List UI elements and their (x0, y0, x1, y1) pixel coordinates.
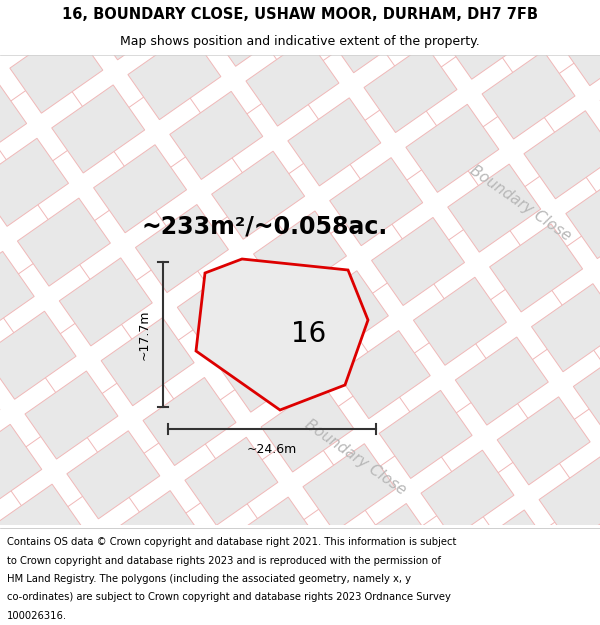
Polygon shape (17, 198, 110, 286)
Polygon shape (532, 284, 600, 372)
Polygon shape (448, 164, 541, 252)
Polygon shape (178, 264, 271, 352)
Text: ~17.7m: ~17.7m (138, 309, 151, 360)
Polygon shape (322, 0, 415, 72)
Polygon shape (269, 557, 362, 625)
Polygon shape (0, 79, 26, 166)
Text: 16, BOUNDARY CLOSE, USHAW MOOR, DURHAM, DH7 7FB: 16, BOUNDARY CLOSE, USHAW MOOR, DURHAM, … (62, 8, 538, 22)
Polygon shape (0, 138, 68, 226)
Polygon shape (482, 51, 575, 139)
Polygon shape (170, 91, 263, 179)
Polygon shape (329, 158, 422, 246)
Polygon shape (59, 258, 152, 346)
Polygon shape (364, 44, 457, 132)
Text: Contains OS data © Crown copyright and database right 2021. This information is : Contains OS data © Crown copyright and d… (7, 537, 457, 547)
Polygon shape (0, 424, 42, 512)
Polygon shape (440, 0, 533, 79)
Polygon shape (379, 391, 472, 478)
Polygon shape (413, 278, 506, 365)
Polygon shape (151, 551, 244, 625)
Polygon shape (254, 211, 346, 299)
Polygon shape (246, 38, 339, 126)
Polygon shape (196, 259, 368, 410)
Polygon shape (421, 450, 514, 538)
Polygon shape (185, 438, 278, 526)
Text: Map shows position and indicative extent of the property.: Map shows position and indicative extent… (120, 35, 480, 48)
Polygon shape (505, 570, 598, 625)
Polygon shape (398, 0, 491, 19)
Text: to Crown copyright and database rights 2023 and is reproduced with the permissio: to Crown copyright and database rights 2… (7, 556, 441, 566)
Text: 100026316.: 100026316. (7, 611, 67, 621)
Polygon shape (162, 0, 255, 6)
Polygon shape (32, 544, 125, 625)
Text: HM Land Registry. The polygons (including the associated geometry, namely x, y: HM Land Registry. The polygons (includin… (7, 574, 411, 584)
Polygon shape (386, 563, 479, 625)
Text: Boundary Close: Boundary Close (302, 416, 409, 498)
Polygon shape (558, 0, 600, 86)
Polygon shape (101, 318, 194, 406)
Polygon shape (0, 0, 61, 53)
Text: 16: 16 (291, 320, 326, 348)
Polygon shape (0, 538, 7, 625)
Polygon shape (143, 378, 236, 466)
Polygon shape (497, 397, 590, 485)
Polygon shape (52, 85, 145, 173)
Polygon shape (517, 0, 600, 26)
Polygon shape (0, 484, 83, 572)
Polygon shape (455, 337, 548, 425)
Polygon shape (10, 25, 103, 113)
Polygon shape (0, 251, 34, 339)
Polygon shape (128, 32, 221, 119)
Polygon shape (337, 331, 430, 419)
Text: ~24.6m: ~24.6m (247, 443, 297, 456)
Polygon shape (288, 98, 381, 186)
Polygon shape (67, 431, 160, 519)
Polygon shape (524, 111, 600, 199)
Polygon shape (212, 151, 305, 239)
Polygon shape (303, 444, 396, 532)
Polygon shape (490, 224, 583, 312)
Polygon shape (227, 497, 320, 585)
Text: ~233m²/~0.058ac.: ~233m²/~0.058ac. (142, 215, 388, 239)
Polygon shape (406, 104, 499, 192)
Polygon shape (204, 0, 297, 66)
Polygon shape (566, 171, 600, 259)
Polygon shape (25, 371, 118, 459)
Polygon shape (86, 0, 179, 60)
Polygon shape (574, 344, 600, 431)
Text: Boundary Close: Boundary Close (467, 162, 574, 244)
Polygon shape (463, 510, 556, 598)
Polygon shape (0, 311, 76, 399)
Polygon shape (581, 516, 600, 604)
Polygon shape (109, 491, 202, 579)
Polygon shape (261, 384, 354, 472)
Polygon shape (345, 504, 438, 592)
Polygon shape (295, 271, 388, 359)
Polygon shape (280, 0, 373, 13)
Text: co-ordinates) are subject to Crown copyright and database rights 2023 Ordnance S: co-ordinates) are subject to Crown copyr… (7, 592, 451, 602)
Polygon shape (136, 204, 229, 292)
Polygon shape (219, 324, 312, 412)
Polygon shape (539, 457, 600, 544)
Polygon shape (94, 145, 187, 232)
Polygon shape (371, 217, 464, 306)
